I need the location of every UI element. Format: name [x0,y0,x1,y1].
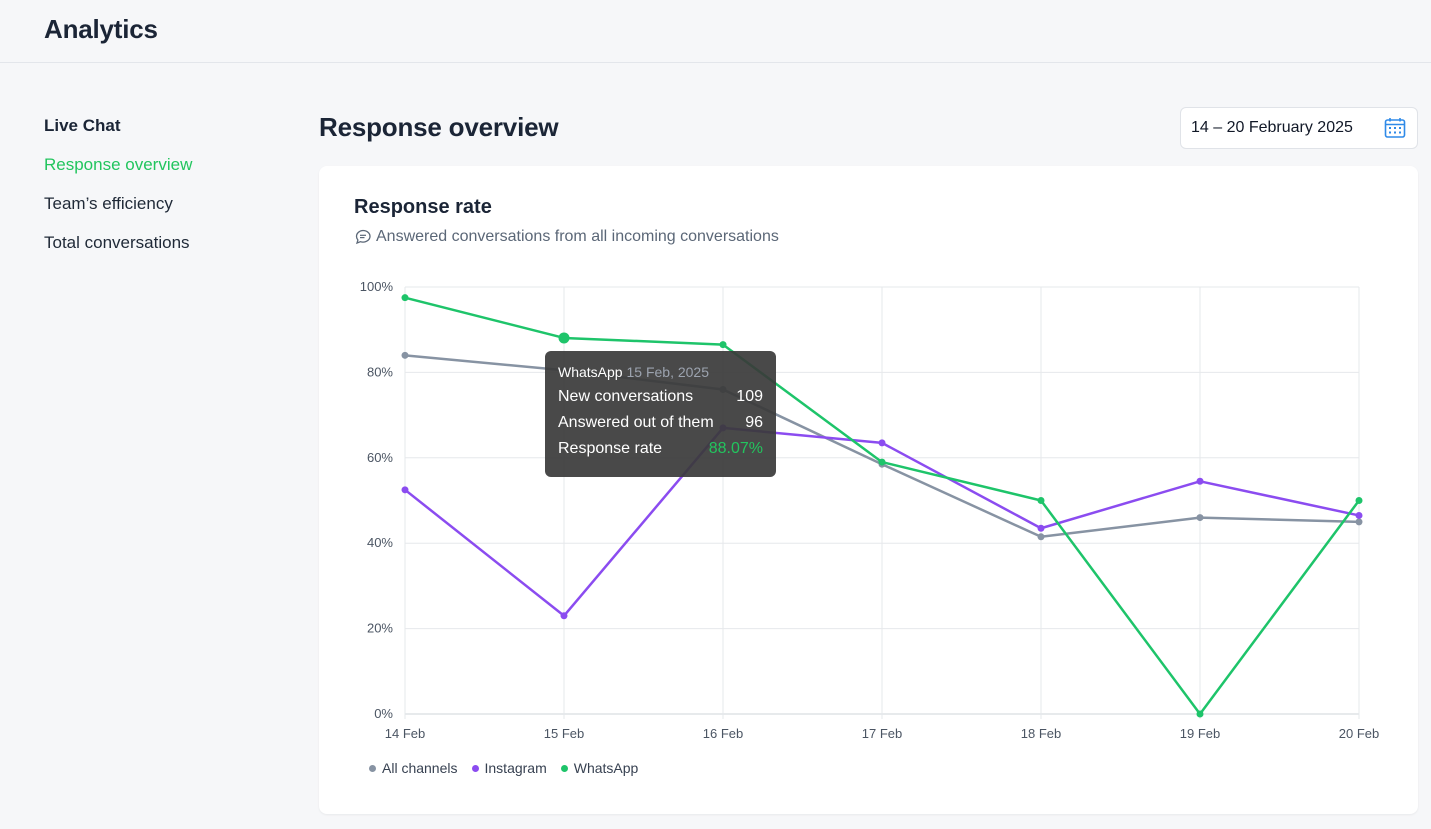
data-point-all-channels [1037,533,1045,541]
card-title: Response rate [354,196,492,218]
data-point-instagram [1037,524,1045,532]
data-point-instagram [878,439,886,447]
x-tick-label: 18 Feb [1021,726,1061,741]
data-point-whatsapp [719,341,727,349]
response-rate-chart: 0% 20% 40% 60% 80% 100% 14 Feb 15 Feb 16 Feb 17 F… [360,279,1379,741]
x-tick-label: 19 Feb [1180,726,1220,741]
x-tick-label: 14 Feb [385,726,425,741]
sidebar-item-response-overview[interactable]: Response overview [44,155,193,174]
date-range-picker[interactable]: 14 – 20 February 2025 [1180,107,1418,149]
y-tick-label: 40% [367,535,393,550]
data-point-all-channels [1355,518,1363,526]
tooltip-header: WhatsApp 15 Feb, 2025 [558,364,763,384]
legend-item-instagram[interactable]: Instagram [471,760,547,776]
date-range-label: 14 – 20 February 2025 [1191,119,1353,136]
response-rate-card: Response rate Answered conversations fro… [319,166,1418,814]
chart-legend: All channels Instagram WhatsApp [369,760,638,776]
data-point-whatsapp [558,332,570,344]
chat-bubble-icon [354,228,372,246]
y-tick-label: 0% [374,706,393,721]
tooltip-row-value: 96 [745,414,763,431]
card-subtitle: Answered conversations from all incoming… [354,228,779,246]
data-point-whatsapp [401,294,409,302]
data-point-instagram [1196,477,1204,485]
legend-item-whatsapp[interactable]: WhatsApp [560,760,639,776]
data-point-whatsapp [878,458,886,466]
x-tick-label: 15 Feb [544,726,584,741]
tooltip-row-value: 109 [736,388,763,405]
sidebar-item-teams-efficiency[interactable]: Team’s efficiency [44,194,173,213]
tooltip-row: New conversations 109 [558,384,763,410]
tooltip-row: Answered out of them 96 [558,410,763,436]
sidebar: Live Chat Response overview Team’s effic… [44,116,284,272]
data-point-whatsapp [1196,710,1204,718]
data-point-whatsapp [1355,497,1363,504]
data-point-all-channels [401,351,409,359]
legend-dot [471,764,479,772]
tooltip-channel: WhatsApp [558,364,623,380]
sidebar-heading: Live Chat [44,116,121,135]
tooltip-row-label: New conversations [558,388,694,405]
legend-dot [369,764,376,772]
tooltip-row: Response rate 88.07% [558,436,763,462]
tooltip-row-value: 88.07% [708,440,763,457]
legend-item-all-channels[interactable]: All channels [369,760,458,776]
x-tick-label: 16 Feb [703,726,743,741]
y-tick-label: 20% [367,621,393,636]
tooltip-date: 15 Feb, 2025 [626,364,709,380]
y-tick-label: 60% [367,450,393,465]
data-point-instagram [1355,511,1363,519]
data-point-whatsapp [1037,497,1045,504]
legend-label: All channels [382,760,458,776]
legend-label: Instagram [484,760,547,776]
top-bar: Analytics [0,0,1431,63]
tooltip-row-label: Response rate [558,440,663,457]
legend-label: WhatsApp [573,760,639,776]
page-title: Response overview [319,112,559,142]
x-tick-label: 17 Feb [862,726,902,741]
data-point-instagram [560,612,568,620]
data-point-instagram [401,486,409,494]
calendar-icon[interactable] [1383,116,1407,140]
card-subtitle-text: Answered conversations from all incoming… [376,228,779,245]
legend-dot [560,764,568,772]
tooltip-row-label: Answered out of them [558,414,714,431]
app-title: Analytics [44,14,158,44]
y-tick-label: 100% [360,279,394,294]
chart-tooltip: WhatsApp 15 Feb, 2025 New conversations … [545,351,776,477]
data-point-all-channels [1196,514,1204,522]
x-tick-label: 20 Feb [1339,726,1379,741]
sidebar-item-total-conversations[interactable]: Total conversations [44,233,190,252]
y-tick-label: 80% [367,364,393,379]
